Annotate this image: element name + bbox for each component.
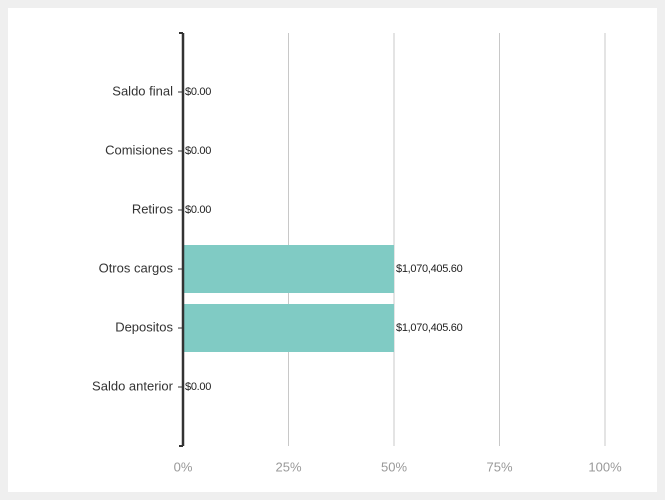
value-label: $0.00 <box>185 381 211 393</box>
value-label: $1,070,405.60 <box>396 322 463 334</box>
x-tick-label: 25% <box>275 459 301 474</box>
value-label: $0.00 <box>185 86 211 98</box>
x-tick-label: 0% <box>174 459 193 474</box>
value-label: $1,070,405.60 <box>396 263 463 275</box>
y-tick-label: Saldo anterior <box>92 378 174 393</box>
value-label: $0.00 <box>185 204 211 216</box>
x-tick-label: 50% <box>381 459 407 474</box>
value-label: $0.00 <box>185 145 211 157</box>
y-tick-label: Comisiones <box>105 142 173 157</box>
y-tick-label: Depositos <box>115 319 173 334</box>
bar <box>183 304 394 352</box>
x-tick-label: 100% <box>588 459 622 474</box>
bar <box>183 245 394 293</box>
x-tick-label: 75% <box>486 459 512 474</box>
y-tick-label: Otros cargos <box>99 260 174 275</box>
y-tick-label: Saldo final <box>112 83 173 98</box>
y-tick-label: Retiros <box>132 201 174 216</box>
